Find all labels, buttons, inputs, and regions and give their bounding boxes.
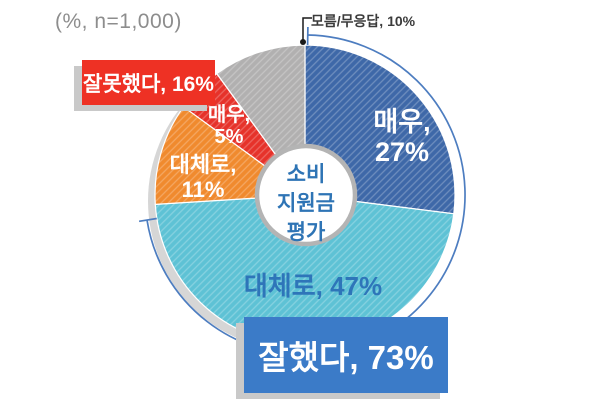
callout-label-dontknow: 모름/무응답, 10% <box>311 13 416 29</box>
donut-center-line2: 지원금 <box>277 192 335 215</box>
slice-label-mostlybad: 대체로, 11% <box>170 152 237 202</box>
slice-label-verybad-line2: 5% <box>214 126 244 148</box>
donut-center-line1: 소비 <box>286 163 326 186</box>
slice-label-verygood-line1: 매우, <box>373 107 431 137</box>
slice-label-verybad-line1: 매우, <box>207 104 251 126</box>
slice-label-verygood: 매우, 27% <box>373 107 430 167</box>
slice-label-mostlygood: 대체로, 47% <box>243 271 383 301</box>
donut-center-line3: 평가 <box>286 221 326 244</box>
slice-label-mostlybad-line2: 11% <box>181 177 225 202</box>
negative-summary-box: 잘못했다, 16% <box>82 60 215 105</box>
slice-label-mostlybad-line1: 대체로, <box>169 152 237 177</box>
positive-summary-box: 잘했다, 73% <box>244 317 448 393</box>
slice-label-verybad: 매우, 5% <box>208 104 250 148</box>
slice-label-verygood-line2: 27% <box>374 137 430 167</box>
sample-size-note: (%, n=1,000) <box>55 10 182 33</box>
donut-center-label: 소비 지원금 평가 <box>277 160 335 247</box>
